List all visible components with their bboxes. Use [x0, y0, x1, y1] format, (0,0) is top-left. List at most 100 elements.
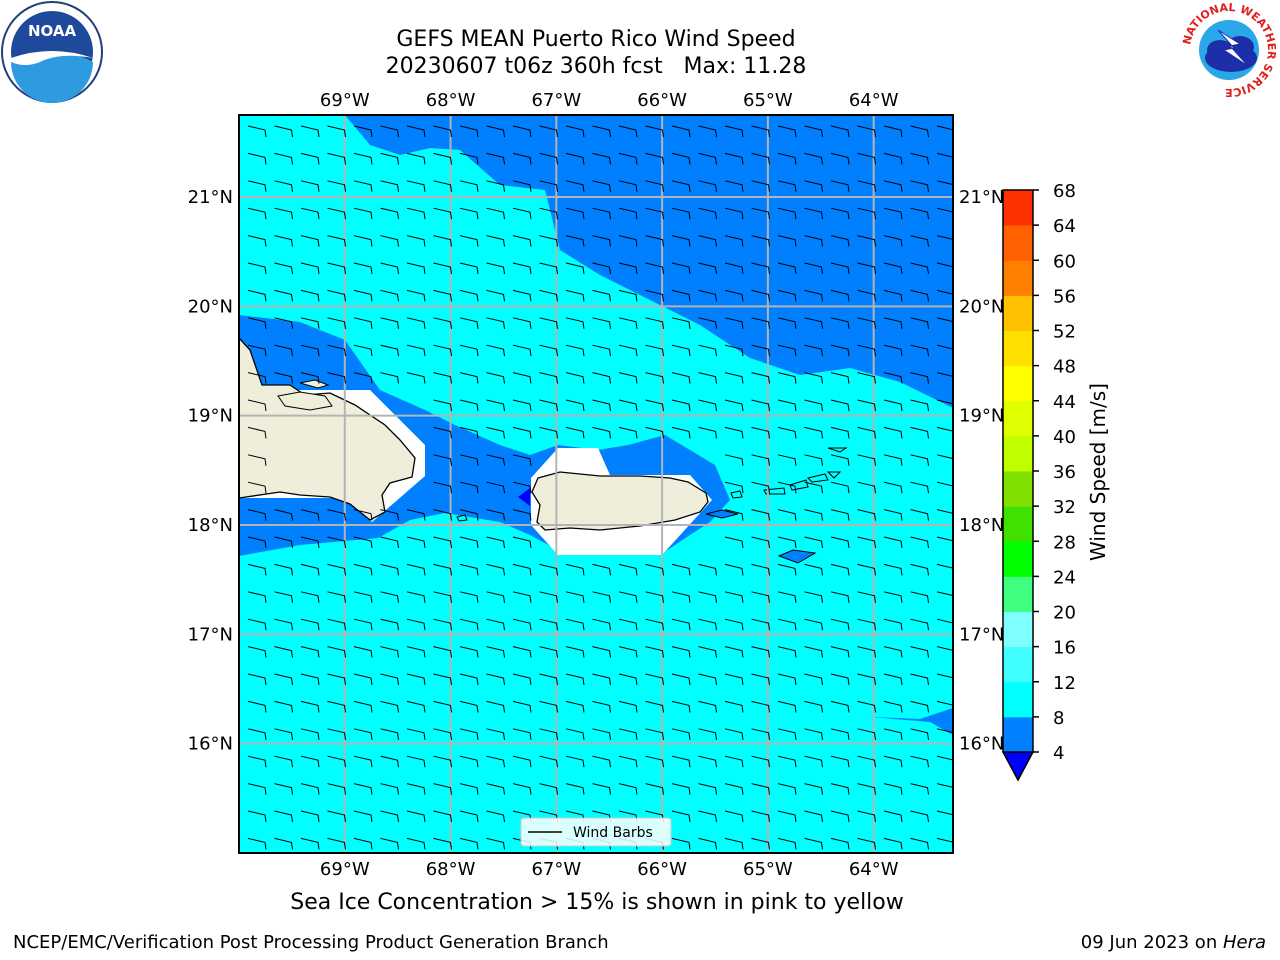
wind-barb-icon [353, 372, 373, 384]
vieques-island [705, 509, 739, 519]
wind-barb-icon [565, 152, 585, 165]
wind-barb-icon [830, 646, 850, 658]
wind-barb-icon [883, 810, 903, 823]
wind-barb-icon [883, 481, 903, 494]
wind-4-8-north-region [345, 115, 953, 408]
wind-barb-icon [936, 591, 953, 597]
wind-barb-icon [910, 536, 929, 549]
wind-barb-icon [777, 700, 797, 713]
wind-barb-icon [247, 481, 267, 494]
wind-barb-icon [327, 673, 346, 686]
wind-barb-icon [724, 289, 744, 302]
wind-barb-icon [459, 289, 479, 302]
wind-barb-icon [300, 262, 320, 275]
wind-barb-icon [777, 509, 797, 521]
nws-logo-icon: NATIONAL WEATHER SERVICE [1180, 1, 1278, 99]
wind-barb-icon [910, 591, 929, 603]
wind-barb-icon [247, 591, 267, 603]
wind-barb-icon [910, 344, 929, 357]
wind-barb-icon [512, 700, 532, 713]
wind-barb-icon [486, 207, 505, 220]
wind-barb-icon [910, 235, 929, 247]
wind-barb-icon [936, 426, 953, 432]
wind-barb-icon [380, 372, 399, 384]
wind-barb-icon [804, 783, 823, 795]
wind-barb-icon [698, 426, 717, 439]
wind-barb-icon [247, 125, 267, 138]
wind-barb-icon [724, 180, 744, 192]
sea-ice-note: Sea Ice Concentration > 15% is shown in … [290, 890, 904, 915]
st-croix-island [777, 549, 817, 564]
wind-barb-icon [936, 536, 953, 542]
wind-barb-icon [777, 591, 797, 603]
wind-barb-icon [910, 125, 929, 138]
wind-barb-icon [406, 180, 426, 192]
lon-label-bottom: 66°W [637, 859, 687, 880]
wind-barb-icon [327, 755, 346, 768]
wind-barb-icon [883, 646, 903, 658]
wind-barb-icon [406, 262, 426, 275]
wind-barb-icon [300, 207, 320, 220]
wind-barb-icon [618, 618, 638, 631]
lon-label-top: 64°W [849, 90, 899, 111]
wind-barb-icon [565, 289, 585, 302]
wind-barb-icon [247, 837, 267, 850]
wind-barb-icon [618, 152, 638, 165]
wind-barb-icon [645, 563, 664, 576]
wind-barb-icon [857, 262, 876, 275]
wind-barb-icon [698, 152, 717, 165]
wind-barb-icon [830, 426, 850, 439]
wind-barb-icon [486, 426, 505, 439]
wind-barb-icon [486, 344, 505, 357]
wind-barb-icon [433, 317, 452, 329]
wind-barb-icon [486, 563, 505, 576]
wind-barb-icon [380, 810, 399, 823]
wind-barb-icon [459, 372, 479, 384]
wind-barb-icon [486, 755, 505, 768]
wind-barb-icon [406, 646, 426, 658]
wind-barb-icon [512, 344, 532, 357]
wind-barb-icon [353, 673, 373, 686]
wind-barb-icon [300, 317, 320, 329]
wind-barb-icon [804, 235, 823, 247]
wind-barb-icon [247, 152, 267, 165]
wind-barb-icon [327, 563, 346, 576]
colorbar-tick-label: 56 [1053, 286, 1076, 307]
wind-barb-icon [353, 235, 373, 247]
wind-barb-icon [883, 783, 903, 795]
wind-barb-icon [645, 646, 664, 658]
wind-barb-icon [910, 509, 929, 521]
wind-barb-icon [936, 646, 953, 651]
wind-barb-icon [883, 618, 903, 631]
colorbar-tick-label: 16 [1053, 638, 1076, 659]
wind-barb-icon [512, 207, 532, 220]
wind-barb-icon [592, 207, 611, 220]
wind-barb-icon [777, 563, 797, 576]
wind-barb-icon [804, 426, 823, 439]
wind-barb-icon [857, 399, 876, 412]
wind-barb-icon [804, 152, 823, 165]
wind-barb-icon [459, 646, 479, 658]
colorbar-segment [1003, 716, 1033, 753]
wind-barb-icon [380, 152, 399, 165]
wind-barb-icon [592, 646, 611, 658]
wind-barb-icon [883, 536, 903, 549]
wind-barb-icon [724, 563, 744, 576]
wind-barb-icon [777, 289, 797, 302]
wind-barb-icon [300, 372, 320, 384]
wind-barb-icon [857, 207, 876, 220]
wind-barb-icon [910, 755, 929, 768]
wind-barb-icon [539, 125, 558, 138]
wind-barb-icon [433, 673, 452, 686]
wind-barb-icon [936, 673, 953, 679]
wind-barb-icon [936, 372, 953, 377]
wind-barb-icon [300, 125, 320, 138]
wind-barb-icon [300, 618, 320, 631]
wind-barb-icon [804, 317, 823, 329]
wind-barb-icon [883, 372, 903, 384]
wind-barb-icon [353, 646, 373, 658]
wind-barb-icon [300, 563, 320, 576]
wind-barb-icon [327, 536, 346, 549]
wind-barb-icon [327, 180, 346, 192]
wind-barb-icon [830, 344, 850, 357]
